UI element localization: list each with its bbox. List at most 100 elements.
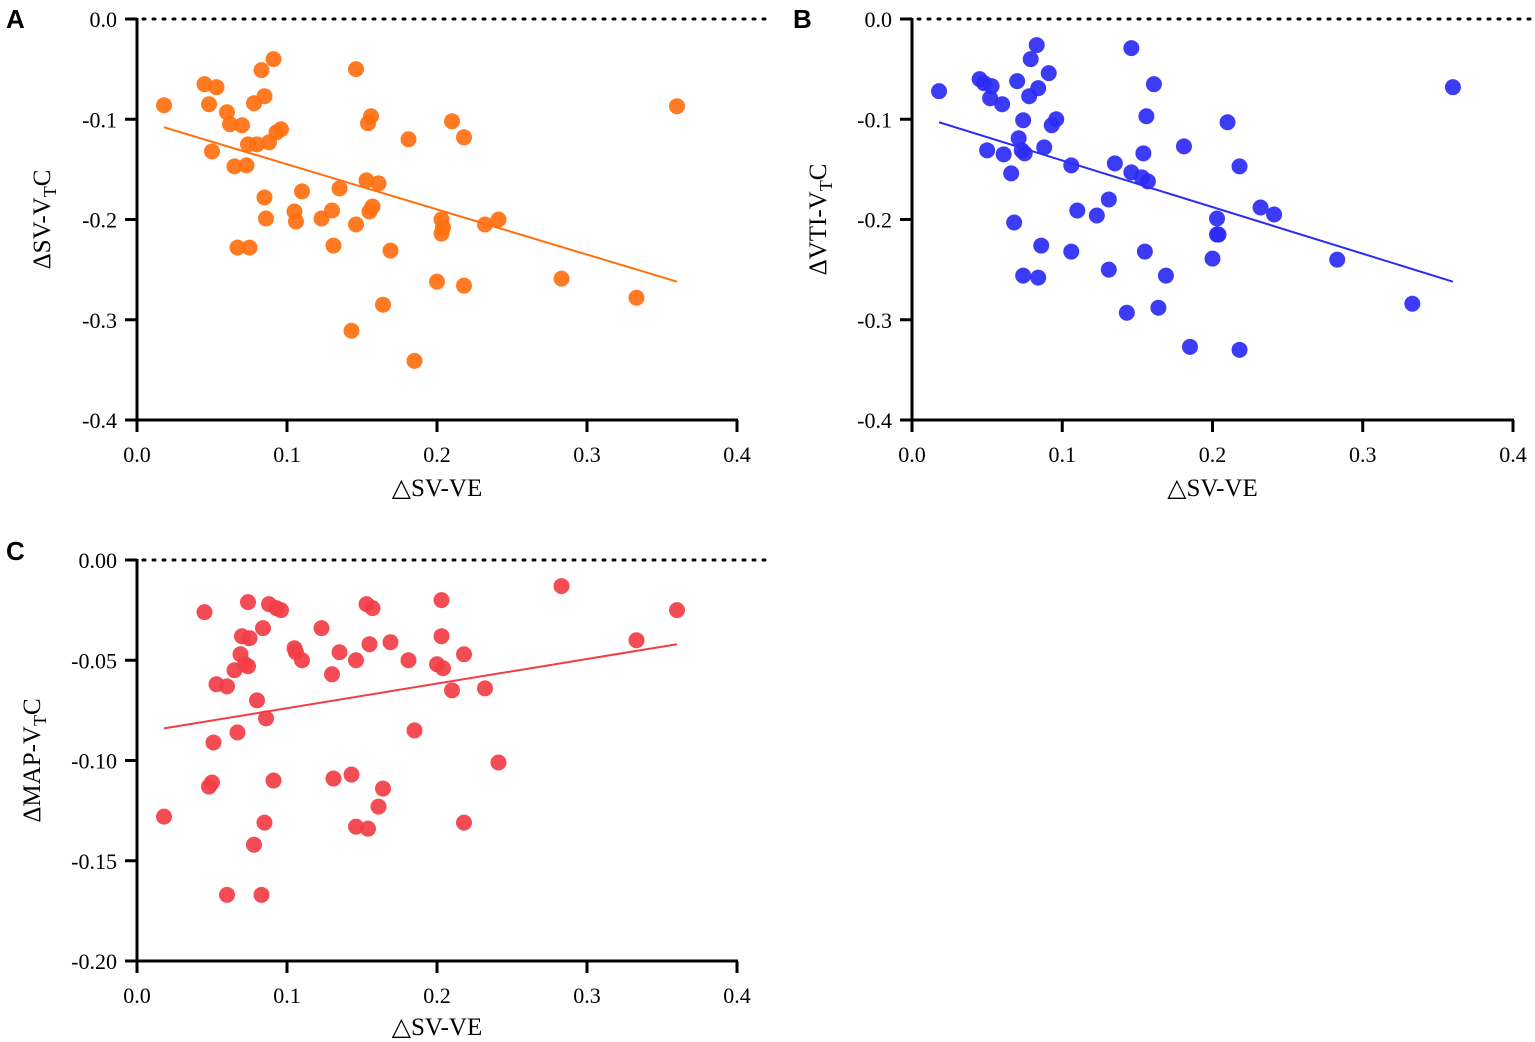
panel-b-data-point bbox=[1036, 139, 1053, 156]
panel-c-data-point bbox=[370, 798, 387, 815]
panel-a-y-axis-title-subscript: T bbox=[40, 186, 60, 197]
panel-c-data-point bbox=[669, 602, 685, 619]
panel-b-x-tick-label: 0.4 bbox=[1499, 442, 1527, 467]
panel-c-x-tick-label: 0.2 bbox=[423, 983, 451, 1008]
panel-c-y-axis-title: ΔMAP-VTC bbox=[19, 698, 50, 822]
panel-b-x-tick-label: 0.0 bbox=[898, 442, 926, 467]
panel-c-data-point bbox=[456, 814, 472, 831]
panel-c-data-point bbox=[382, 634, 399, 651]
panel-c-data-point bbox=[400, 652, 417, 669]
panel-b-y-axis-title-suffix: C bbox=[805, 164, 832, 181]
panel-a-data-point bbox=[358, 172, 375, 189]
panel-c-data-point bbox=[258, 710, 274, 727]
panel-b-data-point bbox=[1252, 199, 1269, 216]
panel-c-data-point bbox=[343, 766, 360, 783]
panel-b: B 0.0-0.1-0.2-0.3-0.40.0 0.1 0.2 0.3 0.4△SV-V… bbox=[793, 4, 1535, 502]
panel-a-data-point bbox=[375, 296, 391, 313]
panel-c-data-point bbox=[348, 652, 364, 669]
panel-c-data-point bbox=[553, 578, 570, 595]
panel-c-y-axis-title-main: ΔMAP-V bbox=[19, 726, 46, 823]
panel-b-data-point bbox=[1118, 304, 1135, 321]
panel-a-data-point bbox=[288, 213, 304, 230]
panel-a-data-point bbox=[364, 198, 381, 215]
panel-c-data-point bbox=[229, 724, 246, 741]
panel-a-data-point bbox=[249, 136, 265, 153]
panel-a-data-point bbox=[444, 113, 460, 130]
panel-b-data-point bbox=[1444, 79, 1461, 96]
panel-c-data-point bbox=[255, 620, 271, 637]
panel-c-y-axis-title-subscript: T bbox=[30, 715, 50, 726]
panel-c-data-point bbox=[249, 692, 265, 709]
panel-b-data-point bbox=[1231, 341, 1248, 358]
panel-c-data-point bbox=[406, 722, 423, 739]
panel-c-data-point bbox=[313, 620, 330, 637]
panel-b-data-point bbox=[983, 78, 1000, 95]
panel-a-data-point bbox=[490, 211, 507, 228]
panel-b-data-point bbox=[1145, 76, 1162, 93]
panel-c-data-point bbox=[324, 666, 340, 683]
panel-a-x-tick-label: 0.2 bbox=[423, 442, 451, 467]
panel-b-data-point bbox=[1040, 65, 1057, 82]
panel-b-data-point bbox=[1231, 158, 1248, 175]
panel-a-data-point bbox=[201, 96, 217, 113]
panel-c-data-point bbox=[325, 770, 342, 787]
panel-c-data-point bbox=[364, 600, 381, 617]
panel-b-data-point bbox=[1030, 80, 1047, 97]
panel-c-regression-line bbox=[163, 643, 678, 730]
panel-b-data-point bbox=[1009, 73, 1026, 90]
panel-a-x-tick-label: 0.1 bbox=[273, 442, 301, 467]
panel-c-x-tick-label: 0.3 bbox=[573, 983, 601, 1008]
panel-b-data-point bbox=[1106, 155, 1123, 172]
panel-a-data-point bbox=[348, 61, 364, 78]
panel-b-data-point bbox=[1123, 40, 1140, 57]
panel-c-data-point bbox=[375, 780, 391, 797]
panel-a-data-point bbox=[343, 322, 360, 339]
panel-b-data-point bbox=[1100, 191, 1117, 208]
panel-b-data-point bbox=[1048, 111, 1065, 128]
panel-b-data-point bbox=[1181, 338, 1198, 355]
panel-a: A 0.0-0.1-0.2-0.3-0.40.0 0.1 0.2 0.3 0.4△SV-V… bbox=[6, 4, 769, 502]
panel-c-letter: C bbox=[6, 536, 25, 566]
panel-b-y-tick-label: -0.1 bbox=[857, 107, 892, 132]
panel-a-data-point bbox=[348, 216, 364, 233]
panel-c-data-point bbox=[246, 836, 262, 853]
panel-b-data-point bbox=[1136, 243, 1153, 260]
panel-a-data-point bbox=[238, 157, 255, 174]
panel-b-data-point bbox=[1033, 237, 1050, 254]
panel-b-data-point bbox=[1016, 145, 1033, 162]
panel-b-data-point bbox=[1063, 157, 1080, 174]
panel-a-data-point bbox=[477, 216, 493, 233]
panel-b-y-tick-label: -0.2 bbox=[857, 208, 892, 233]
panel-c-data-point bbox=[628, 632, 645, 649]
panel-a-y-tick-label: -0.3 bbox=[82, 308, 117, 333]
panel-b-data-point bbox=[1150, 299, 1167, 316]
panel-a-data-point bbox=[256, 88, 273, 105]
panel-b-y-tick-label: 0.0 bbox=[865, 7, 893, 32]
panel-c-data-point bbox=[205, 734, 222, 751]
panel-b-data-point bbox=[1022, 51, 1039, 68]
panel-c-data-point bbox=[156, 808, 172, 825]
panel-a-data-point bbox=[229, 239, 246, 256]
panel-c-data-point bbox=[253, 886, 270, 903]
panel-b-data-point bbox=[1015, 267, 1032, 284]
panel-c: C 0.00 -0.05 -0.10 -0.15 -0.200.0 0.1 0.2 0.3 0.4… bbox=[6, 536, 769, 1041]
panel-b-data-point bbox=[1329, 251, 1346, 268]
panel-b-y-axis-title-subscript: T bbox=[816, 180, 836, 191]
panel-a-data-point bbox=[400, 131, 417, 148]
panel-c-x-tick-label: 0.4 bbox=[723, 983, 751, 1008]
panel-b-y-axis-title: ΔVTI-VTC bbox=[805, 164, 836, 276]
panel-a-y-axis-title: ΔSV-VTC bbox=[29, 170, 60, 270]
panel-b-y-axis-title-main: ΔVTI-V bbox=[805, 191, 832, 275]
panel-a-y-axis-title-main: ΔSV-V bbox=[29, 197, 56, 269]
panel-c-y-axis-title-suffix: C bbox=[19, 698, 46, 715]
panel-c-data-point bbox=[240, 594, 256, 611]
panel-a-data-point bbox=[226, 158, 243, 175]
panel-b-data-point bbox=[1010, 130, 1027, 147]
panel-b-data-point bbox=[994, 96, 1011, 113]
panel-c-data-point bbox=[348, 818, 364, 835]
panel-a-data-point bbox=[222, 116, 238, 133]
panel-c-data-point bbox=[219, 678, 235, 695]
panel-b-data-point bbox=[1404, 295, 1421, 312]
panel-c-y-tick-label: -0.20 bbox=[71, 949, 117, 974]
panel-c-data-point bbox=[433, 628, 450, 645]
